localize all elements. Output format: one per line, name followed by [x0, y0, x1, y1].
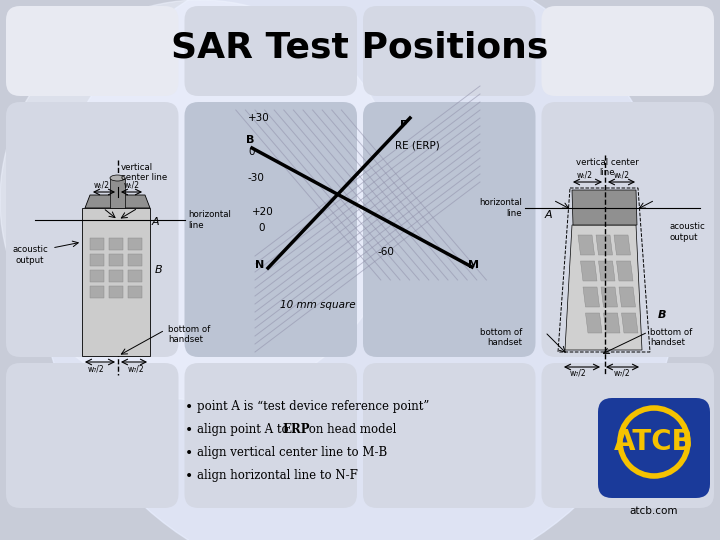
Polygon shape [596, 235, 613, 255]
Text: w₇/2: w₇/2 [570, 369, 586, 378]
FancyBboxPatch shape [541, 102, 714, 357]
Bar [128, 254, 142, 266]
FancyBboxPatch shape [6, 363, 179, 508]
Text: point A is “test device reference point”: point A is “test device reference point” [197, 400, 429, 413]
Text: wₜ/2: wₜ/2 [94, 180, 110, 189]
Polygon shape [583, 287, 600, 307]
Polygon shape [578, 235, 595, 255]
Circle shape [40, 0, 680, 540]
Text: bottom of
handset: bottom of handset [168, 325, 210, 345]
Text: 0: 0 [258, 223, 264, 233]
Text: align point A to: align point A to [197, 423, 292, 436]
Text: SAR Test Positions: SAR Test Positions [171, 31, 549, 65]
Polygon shape [85, 195, 150, 208]
Text: 0: 0 [248, 147, 254, 157]
Polygon shape [598, 261, 615, 281]
Polygon shape [565, 225, 642, 350]
Text: wₜ/2: wₜ/2 [577, 171, 593, 180]
Bar [109, 254, 123, 266]
Bar [128, 270, 142, 282]
Polygon shape [601, 287, 618, 307]
Text: ERP: ERP [283, 423, 310, 436]
Text: vertical
center line: vertical center line [121, 163, 167, 183]
Bar [109, 238, 123, 250]
Text: -60: -60 [378, 247, 395, 257]
Text: horizontal
line: horizontal line [188, 210, 231, 230]
Bar [128, 286, 142, 298]
Text: w₇/2: w₇/2 [127, 364, 144, 373]
FancyBboxPatch shape [363, 363, 536, 508]
Text: wₜ/2: wₜ/2 [124, 180, 140, 189]
FancyBboxPatch shape [6, 102, 179, 357]
Text: M: M [468, 260, 479, 270]
Text: 10 mm square: 10 mm square [280, 300, 356, 310]
FancyBboxPatch shape [541, 6, 714, 96]
Bar [128, 238, 142, 250]
FancyBboxPatch shape [541, 363, 714, 508]
Text: •: • [185, 469, 193, 483]
Text: B: B [246, 135, 254, 145]
Text: -30: -30 [248, 173, 265, 183]
FancyBboxPatch shape [598, 398, 710, 498]
Text: RE (ERP): RE (ERP) [395, 140, 440, 150]
FancyBboxPatch shape [363, 6, 536, 96]
Polygon shape [580, 261, 597, 281]
Ellipse shape [110, 175, 125, 181]
Text: •: • [185, 400, 193, 414]
Text: atcb.com: atcb.com [630, 506, 678, 516]
FancyBboxPatch shape [184, 6, 357, 96]
Text: acoustic
output: acoustic output [670, 222, 706, 242]
Text: w₇/2: w₇/2 [613, 369, 630, 378]
Bar [110, 178, 125, 208]
Text: w₇/2: w₇/2 [88, 364, 104, 373]
Bar [90, 238, 104, 250]
Text: N: N [255, 260, 264, 270]
Text: A: A [152, 217, 160, 227]
Text: B: B [658, 310, 667, 320]
Text: •: • [185, 446, 193, 460]
Text: horizontal
line: horizontal line [479, 198, 522, 218]
Text: A: A [545, 210, 553, 220]
Text: bottom of
handset: bottom of handset [650, 328, 692, 347]
Polygon shape [616, 261, 633, 281]
Text: align vertical center line to M-B: align vertical center line to M-B [197, 446, 387, 459]
Text: wₜ/2: wₜ/2 [614, 171, 630, 180]
Text: •: • [185, 423, 193, 437]
Polygon shape [603, 313, 620, 333]
Text: B: B [155, 265, 163, 275]
Polygon shape [585, 313, 602, 333]
Bar [109, 286, 123, 298]
Text: F: F [400, 120, 408, 130]
Text: acoustic
output: acoustic output [12, 245, 48, 265]
Text: +30: +30 [248, 113, 270, 123]
Polygon shape [621, 313, 638, 333]
Text: align horizontal line to N-F: align horizontal line to N-F [197, 469, 358, 482]
Polygon shape [82, 208, 150, 356]
FancyBboxPatch shape [363, 102, 536, 357]
Polygon shape [614, 235, 631, 255]
FancyBboxPatch shape [184, 363, 357, 508]
Bar [90, 270, 104, 282]
FancyBboxPatch shape [6, 6, 179, 96]
FancyBboxPatch shape [184, 102, 357, 357]
Text: bottom of
handset: bottom of handset [480, 328, 522, 347]
Text: vertical center
line: vertical center line [575, 158, 639, 178]
Text: ATCB: ATCB [614, 428, 694, 456]
Text: +20: +20 [252, 207, 274, 217]
Text: on head model: on head model [305, 423, 396, 436]
Circle shape [0, 0, 400, 400]
Polygon shape [619, 287, 636, 307]
Bar [90, 254, 104, 266]
Bar [90, 286, 104, 298]
Polygon shape [572, 190, 637, 225]
Bar [109, 270, 123, 282]
